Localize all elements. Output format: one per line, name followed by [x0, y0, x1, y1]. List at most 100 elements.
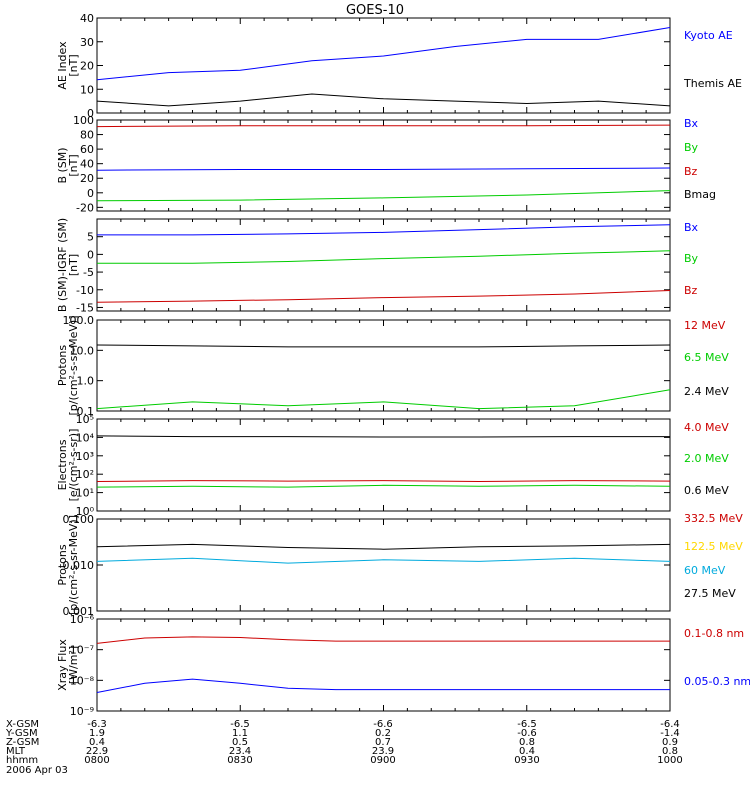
y-tick-label: 10⁴	[76, 431, 95, 444]
y-axis-label-line: [W/m²]	[67, 646, 80, 684]
y-axis-label-line: AE Index	[56, 41, 69, 90]
ephemeris-table: X-GSMY-GSMZ-GSMMLThhmm-6.31.90.422.90800…	[5, 719, 683, 776]
series-line	[96, 678, 670, 693]
ephemeris-value: 0.4	[519, 746, 535, 757]
legend-entry: Bx	[684, 117, 699, 130]
series-line	[96, 167, 671, 171]
legend-entry: 0.6 MeV	[684, 484, 729, 497]
ephemeris-value: 23.9	[372, 746, 394, 757]
ephemeris-value: 22.9	[86, 746, 108, 757]
y-axis-label-line: B (SM)-IGRF (SM)	[56, 218, 69, 312]
legend-entry: 2.0 MeV	[684, 452, 729, 465]
y-tick-label: 5	[87, 231, 94, 244]
series-line	[96, 557, 671, 564]
series-line	[96, 290, 671, 303]
ephemeris-value: -6.6	[373, 719, 393, 730]
y-tick-label: -10	[76, 284, 94, 297]
legend-entry: 0.1-0.8 nm	[684, 627, 744, 640]
y-tick-label: 10²	[76, 468, 94, 481]
y-tick-label: 80	[80, 129, 94, 142]
y-axis-label: Protons[p/(cm²-s-sr-MeV)]	[56, 316, 80, 416]
panel-frame	[96, 418, 671, 512]
series-line	[96, 484, 671, 488]
panel-frame	[96, 518, 671, 612]
y-tick-label: 1.0	[77, 375, 95, 388]
y-tick-label: 10⁻⁹	[70, 705, 94, 718]
ephemeris-value: 0.4	[89, 737, 105, 748]
ephemeris-value: 23.4	[229, 746, 251, 757]
ephemeris-value: 0.2	[375, 728, 391, 739]
y-axis-label-line: Electrons	[56, 439, 69, 490]
legend-entry: 4.0 MeV	[684, 421, 729, 434]
y-tick-label: 0.010	[63, 559, 95, 572]
y-axis-label-line: [nT]	[67, 154, 80, 176]
y-tick-label: 100	[73, 114, 94, 127]
ephemeris-value: 0930	[514, 755, 539, 766]
chart-panel-1: 0 10 20 30 40 AE Index[nT] Kyoto AE Themis AE	[56, 12, 742, 120]
series-line	[96, 93, 671, 107]
y-tick-label: 10⁻⁶	[70, 613, 95, 626]
y-axis-label-line: [e/(cm²-s-sr)]	[67, 429, 80, 502]
y-tick-label: 10⁻⁸	[70, 674, 95, 687]
y-tick-label: 40	[80, 158, 94, 171]
panel-frame	[96, 119, 671, 212]
series-line	[96, 389, 671, 410]
ephemeris-row-label: Z-GSM	[6, 737, 39, 748]
ephemeris-value: 0830	[227, 755, 252, 766]
legend-entry: 60 MeV	[684, 564, 726, 577]
y-tick-label: 10¹	[76, 487, 94, 500]
legend-entry: 6.5 MeV	[684, 351, 729, 364]
series-line	[96, 636, 670, 644]
y-tick-label: 20	[80, 172, 94, 185]
ephemeris-value: 0.5	[232, 737, 248, 748]
ephemeris-value: 0.9	[662, 737, 678, 748]
panel-frame	[96, 618, 671, 712]
series-line	[96, 190, 671, 202]
ephemeris-value: 1000	[657, 755, 682, 766]
series-line	[97, 224, 671, 236]
y-tick-label: -5	[83, 266, 94, 279]
y-axis-label: AE Index[nT]	[56, 41, 80, 90]
chart-panel-6: 0.0010.0100.100Protons[p/(cm²-s-sr-MeV)]…	[56, 512, 743, 618]
chart-panel-3: -15 -10 -5 0 5 B (SM)-IGRF (SM)[nT] Bx By Bz	[56, 218, 699, 315]
legend-entry: By	[684, 252, 699, 265]
series-line	[96, 344, 671, 348]
y-tick-label: 0.1	[77, 405, 95, 418]
ephemeris-value: 0.8	[662, 746, 678, 757]
plot-title: GOES-10	[346, 3, 404, 18]
y-tick-label: 10.0	[70, 344, 95, 357]
y-tick-label: -20	[76, 201, 94, 214]
ephemeris-row-label: X-GSM	[6, 719, 39, 730]
legend-entry: Kyoto AE	[684, 29, 733, 42]
y-tick-label: 30	[80, 36, 94, 49]
legend-entry: 2.4 MeV	[684, 385, 729, 398]
y-tick-label: 0	[87, 107, 94, 120]
series-line	[96, 124, 671, 128]
y-tick-label: 20	[80, 60, 94, 73]
y-axis-label-line: Protons	[56, 345, 69, 386]
y-axis-label-line: [p/(cm²-s-sr-MeV)]	[67, 515, 80, 615]
series-line	[96, 27, 671, 81]
legend-entry: Bx	[684, 221, 699, 234]
chart-panel-4: 0.1 1.0 10.0 100.0Protons[p/(cm²-s-sr-MeV)]…	[56, 314, 729, 418]
series-line	[96, 435, 670, 438]
ephemeris-value: -6.3	[87, 719, 107, 730]
y-axis-label-line: [nT]	[67, 54, 80, 76]
ephemeris-value: -6.5	[230, 719, 250, 730]
legend-entry: Themis AE	[683, 77, 742, 90]
y-axis-label-line: Xray Flux	[56, 639, 69, 691]
legend-entry: 0.05-0.3 nm	[684, 675, 750, 688]
chart-panel-5: 10⁰ 10¹ 10² 10³ 10⁴ 10⁵ Electrons[e/(cm²-s-sr)…	[56, 413, 729, 518]
ephemeris-row-label: hhmm	[6, 755, 38, 766]
y-tick-label: -15	[76, 301, 94, 314]
y-tick-label: 60	[80, 143, 94, 156]
ephemeris-value: -0.6	[517, 728, 537, 739]
y-tick-label: 0.001	[63, 605, 95, 618]
y-tick-label: 40	[80, 12, 94, 25]
y-tick-label: 10	[80, 83, 94, 96]
y-tick-label: 100.0	[63, 314, 95, 327]
